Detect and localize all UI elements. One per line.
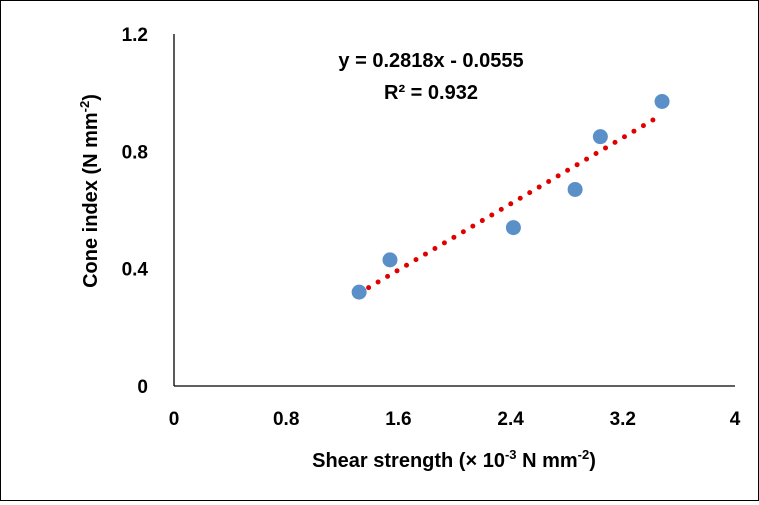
- data-point: [351, 284, 367, 300]
- y-axis-title: Cone index (N mm-2): [77, 94, 102, 288]
- r-squared-label: R² = 0.932: [384, 82, 478, 104]
- data-points: [351, 93, 670, 300]
- x-tick-label: 2.4: [497, 409, 524, 430]
- data-point: [505, 220, 521, 236]
- y-tick-label: 1.2: [122, 25, 148, 46]
- x-tick-label: 1.6: [385, 409, 411, 430]
- tick-labels: 0 0.8 1.6 2.4 3.2 4 0 0.4 0.8 1.2: [122, 25, 741, 430]
- x-axis-title: Shear strength (× 10-3 N mm-2): [312, 447, 596, 472]
- data-point: [567, 181, 583, 197]
- trendline-layer: [356, 112, 665, 296]
- x-tick-label: 3.2: [610, 409, 636, 430]
- x-axis-title-mid: N mm: [517, 450, 578, 472]
- x-axis-title-end: ): [589, 450, 596, 472]
- x-axis-title-sup1: -3: [505, 447, 517, 462]
- x-tick-label: 4: [730, 409, 741, 430]
- y-tick-label: 0.4: [122, 260, 149, 281]
- x-axis-title-main: Shear strength (× 10: [312, 450, 505, 472]
- y-tick-label: 0.8: [122, 142, 148, 163]
- x-axis-title-sup2: -2: [578, 447, 590, 462]
- data-point: [592, 129, 608, 145]
- axes: [173, 34, 735, 387]
- x-tick-label: 0: [169, 409, 180, 430]
- data-point: [382, 252, 398, 268]
- trendline: [356, 112, 665, 296]
- x-tick-label: 0.8: [273, 409, 299, 430]
- y-axis-title-sup: -2: [77, 101, 92, 113]
- trendline-equation: y = 0.2818x - 0.0555: [338, 50, 523, 72]
- y-tick-label: 0: [137, 377, 148, 398]
- y-axis-title-main: Cone index (N mm: [80, 112, 102, 288]
- data-point: [654, 93, 670, 109]
- y-axis-title-end: ): [80, 94, 102, 101]
